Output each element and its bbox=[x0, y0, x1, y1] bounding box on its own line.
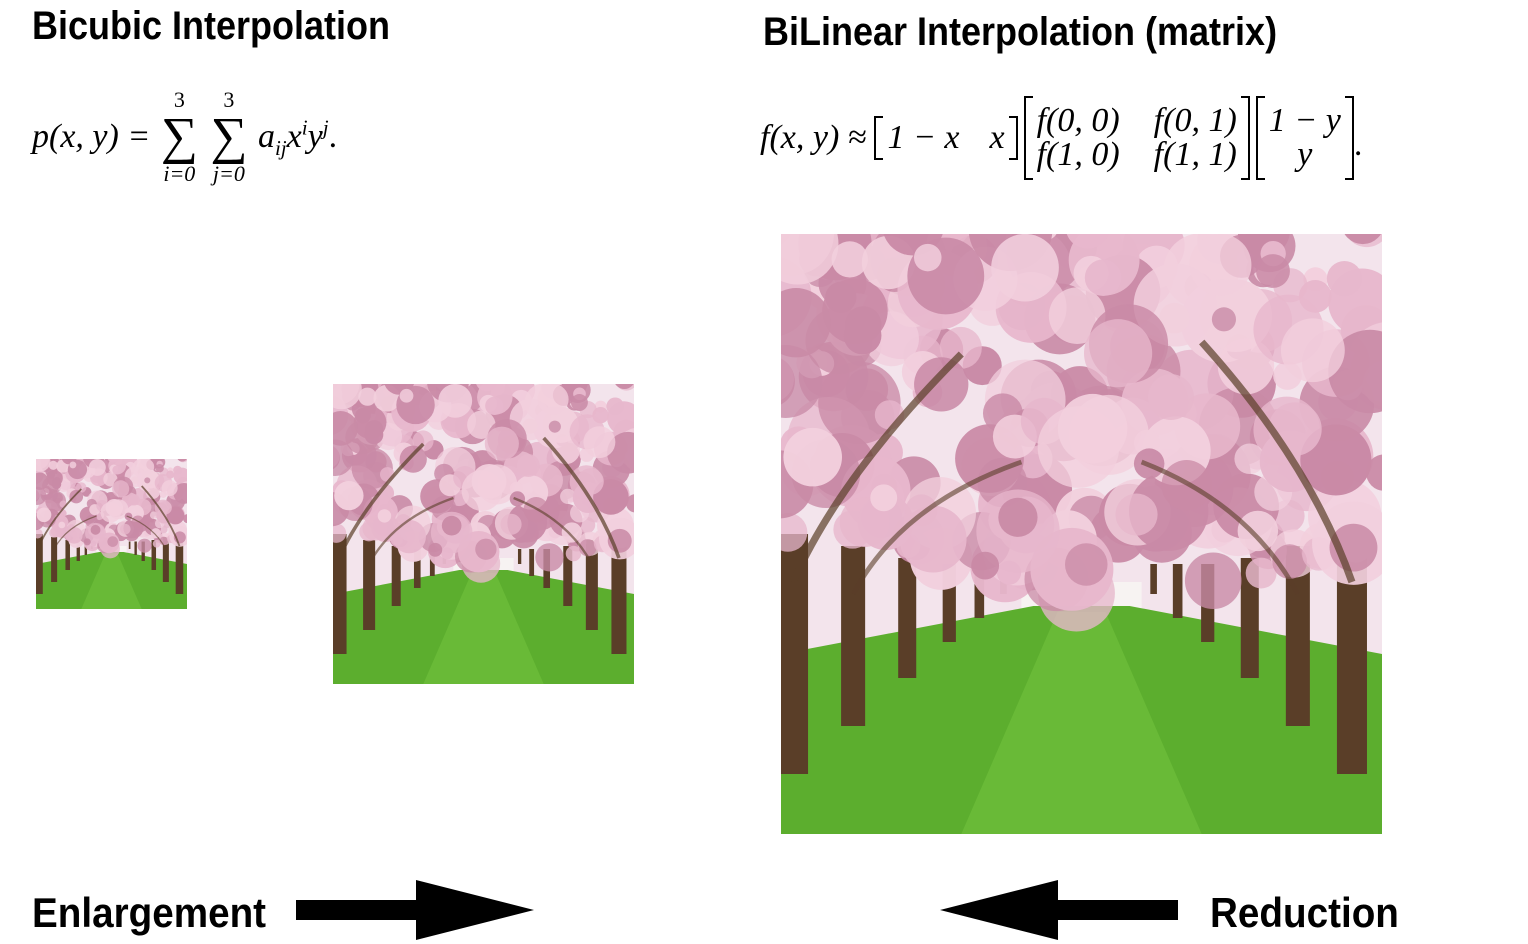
col-vector: 1 − y y bbox=[1255, 96, 1354, 180]
sum-i-upper: 3 bbox=[173, 87, 185, 112]
row-vector-right-bracket bbox=[1008, 116, 1018, 160]
bilinear-title: BiLinear Interpolation (matrix) bbox=[763, 10, 1278, 54]
bicubic-formula: p(x, y) = 3 ∑ i=0 3 ∑ j=0 aijxiyj. bbox=[32, 87, 338, 186]
matrix-right-bracket bbox=[1240, 96, 1250, 180]
col-vector-cell: y bbox=[1297, 136, 1313, 173]
large-cherry-blossom-image bbox=[781, 234, 1382, 834]
bicubic-title: Bicubic Interpolation bbox=[32, 4, 391, 48]
matrix-left-bracket bbox=[1023, 96, 1033, 180]
row-vector-left-bracket bbox=[874, 116, 884, 160]
term-y-sup: j bbox=[322, 115, 329, 140]
bilinear-end: . bbox=[1353, 126, 1363, 163]
bicubic-end: . bbox=[328, 117, 338, 155]
row-vector-cell: x bbox=[989, 119, 1005, 156]
row-vector: 1 − x x bbox=[874, 116, 1018, 160]
matrix-cell: f(1, 0) bbox=[1036, 136, 1120, 173]
term-y: y bbox=[307, 117, 323, 155]
right-arrow-icon bbox=[296, 880, 534, 940]
small-cherry-blossom-image bbox=[36, 459, 187, 609]
medium-cherry-blossom-image bbox=[333, 384, 634, 684]
reduction-label: Reduction bbox=[1210, 889, 1399, 936]
term-x-sup: i bbox=[301, 115, 308, 140]
sum-i-sigma: ∑ bbox=[160, 108, 198, 166]
left-arrow-icon bbox=[940, 880, 1178, 940]
enlargement-label: Enlargement bbox=[32, 889, 267, 936]
bicubic-formula-lhs: p(x, y) = bbox=[32, 117, 151, 155]
bilinear-formula: f(x, y) ≈ 1 − x x f(0, 0) f(0, 1) f(1, 0… bbox=[760, 96, 1362, 180]
row-vector-cell: 1 − x bbox=[887, 119, 960, 156]
matrix-cell: f(1, 1) bbox=[1153, 136, 1237, 173]
sum-i: 3 ∑ i=0 bbox=[160, 87, 198, 186]
sum-j: 3 ∑ j=0 bbox=[210, 87, 248, 186]
col-vector-right-bracket bbox=[1344, 96, 1354, 180]
sum-i-lower: i=0 bbox=[163, 160, 196, 186]
bicubic-term: aijxiyj. bbox=[257, 115, 338, 158]
sum-j-lower: j=0 bbox=[212, 160, 245, 186]
matrix-cell: f(0, 1) bbox=[1153, 102, 1237, 139]
sum-j-upper: 3 bbox=[223, 87, 235, 112]
term-a-sub: ij bbox=[274, 135, 287, 160]
matrix-cell: f(0, 0) bbox=[1036, 102, 1120, 139]
value-matrix: f(0, 0) f(0, 1) f(1, 0) f(1, 1) bbox=[1023, 96, 1250, 180]
bilinear-formula-lhs: f(x, y) ≈ bbox=[760, 119, 867, 156]
sum-j-sigma: ∑ bbox=[210, 108, 248, 166]
term-a: a bbox=[257, 117, 275, 155]
col-vector-cell: 1 − y bbox=[1268, 102, 1341, 139]
col-vector-left-bracket bbox=[1255, 96, 1265, 180]
term-x: x bbox=[286, 117, 302, 155]
